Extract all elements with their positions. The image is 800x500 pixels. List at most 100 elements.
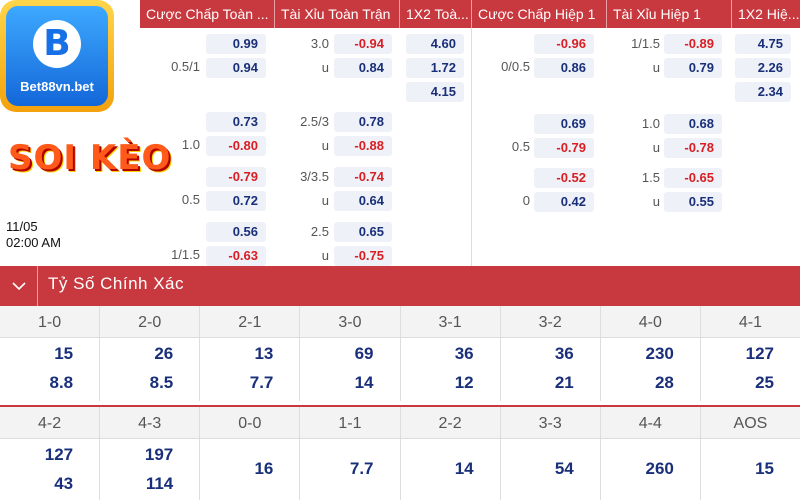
score-odd[interactable]: 14: [454, 459, 474, 478]
odd-button[interactable]: 0.99: [206, 34, 266, 54]
score-odd[interactable]: 7.7: [349, 459, 374, 478]
score-odd[interactable]: 16: [254, 459, 274, 478]
odd-button[interactable]: -0.89: [664, 34, 722, 54]
score-odd[interactable]: 43: [54, 474, 74, 493]
odd-button[interactable]: -0.74: [334, 167, 392, 187]
odd-button[interactable]: -0.52: [534, 168, 594, 188]
header-overunder-half[interactable]: Tài Xỉu Hiệp 1: [607, 0, 732, 28]
score-odd[interactable]: 230: [645, 344, 674, 363]
odd-button[interactable]: 0.79: [664, 58, 722, 78]
match-hour: 02:00 AM: [6, 235, 61, 250]
header-handicap-half[interactable]: Cược Chấp Hiệp 1: [472, 0, 607, 28]
under-label: u: [321, 193, 329, 208]
score-odd[interactable]: 114: [145, 474, 174, 493]
odd-button[interactable]: 0.64: [334, 191, 392, 211]
score-cell[interactable]: 1-1 7.7: [300, 407, 401, 500]
odd-button[interactable]: 0.55: [664, 192, 722, 212]
score-cell[interactable]: 0-0 16: [200, 407, 301, 500]
score-label: 3-0: [300, 306, 400, 338]
odd-button[interactable]: -0.79: [534, 138, 594, 158]
odd-button[interactable]: -0.94: [334, 34, 392, 54]
score-cell[interactable]: AOS 15: [700, 407, 800, 500]
score-cell[interactable]: 2-2 14: [400, 407, 501, 500]
odd-button[interactable]: 0.94: [206, 58, 266, 78]
score-cell[interactable]: 4-3 197 114: [100, 407, 201, 500]
odd-button[interactable]: 0.84: [334, 58, 392, 78]
correct-score-title: Tỷ Số Chính Xác: [48, 274, 185, 293]
score-cell[interactable]: 1-0 15 8.8: [0, 306, 101, 401]
score-cell[interactable]: 3-1 36 12: [400, 306, 501, 401]
odd-button[interactable]: 0.69: [534, 114, 594, 134]
score-odd[interactable]: 8.5: [149, 373, 174, 392]
odd-button[interactable]: -0.78: [664, 138, 722, 158]
score-odd[interactable]: 15: [755, 459, 774, 478]
odd-button[interactable]: -0.88: [334, 136, 392, 156]
score-cell[interactable]: 4-0 230 28: [600, 306, 701, 401]
odd-button[interactable]: -0.79: [206, 167, 266, 187]
score-cell[interactable]: 4-1 127 25: [700, 306, 800, 401]
score-cell[interactable]: 3-0 69 14: [300, 306, 401, 401]
odd-button[interactable]: 0.86: [534, 58, 594, 78]
score-odd[interactable]: 8.8: [49, 373, 74, 392]
header-handicap-full[interactable]: Cược Chấp Toàn ...: [140, 0, 275, 28]
score-odd[interactable]: 14: [354, 373, 374, 392]
score-odd[interactable]: 28: [654, 373, 674, 392]
odd-button[interactable]: 4.60: [406, 34, 464, 54]
total-line: 1/1.5: [631, 36, 660, 51]
score-odd[interactable]: 21: [554, 373, 574, 392]
chevron-down-icon[interactable]: [0, 266, 38, 306]
score-odd[interactable]: 25: [755, 373, 774, 392]
score-odd[interactable]: 127: [44, 445, 74, 464]
odd-button[interactable]: 0.42: [534, 192, 594, 212]
header-1x2-full[interactable]: 1X2 Toà...: [400, 0, 472, 28]
score-label: 3-3: [500, 407, 600, 439]
score-label: 3-1: [400, 306, 500, 338]
odd-button[interactable]: -0.75: [334, 246, 392, 266]
score-odd[interactable]: 7.7: [249, 373, 274, 392]
odd-button[interactable]: 1.72: [406, 58, 464, 78]
total-line: 2.5/3: [300, 114, 329, 129]
score-odd[interactable]: 127: [745, 344, 774, 363]
logo-b-icon: B: [33, 20, 81, 68]
score-odd[interactable]: 69: [354, 344, 374, 363]
odd-button[interactable]: 0.56: [206, 222, 266, 242]
correct-score-header[interactable]: Tỷ Số Chính Xác: [0, 266, 800, 306]
odd-button[interactable]: 4.75: [735, 34, 791, 54]
score-odd[interactable]: 26: [154, 344, 174, 363]
odd-button[interactable]: -0.65: [664, 168, 722, 188]
odd-button[interactable]: -0.96: [534, 34, 594, 54]
score-cell[interactable]: 4-4 260: [600, 407, 701, 500]
score-odd[interactable]: 12: [454, 373, 474, 392]
odd-button[interactable]: -0.80: [206, 136, 266, 156]
score-odd[interactable]: 15: [54, 344, 74, 363]
score-cell[interactable]: 3-3 54: [500, 407, 601, 500]
handicap-line: 0.5: [181, 192, 200, 207]
score-odd[interactable]: 260: [645, 459, 674, 478]
odd-button[interactable]: 0.65: [334, 222, 392, 242]
score-label: 0-0: [200, 407, 300, 439]
odd-button[interactable]: 2.26: [735, 58, 791, 78]
odd-button[interactable]: 4.15: [406, 82, 464, 102]
score-cell[interactable]: 4-2 127 43: [0, 407, 101, 500]
score-odd[interactable]: 36: [454, 344, 474, 363]
score-cell[interactable]: 2-0 26 8.5: [100, 306, 201, 401]
odd-button[interactable]: 0.68: [664, 114, 722, 134]
under-label: u: [321, 138, 329, 153]
header-overunder-full[interactable]: Tài Xỉu Toàn Trận: [275, 0, 400, 28]
score-cell[interactable]: 3-2 36 21: [500, 306, 601, 401]
odd-button[interactable]: 0.72: [206, 191, 266, 211]
score-label: AOS: [700, 407, 800, 439]
score-odd[interactable]: 36: [554, 344, 574, 363]
under-label: u: [321, 248, 329, 263]
odd-button[interactable]: 2.34: [735, 82, 791, 102]
score-cell[interactable]: 2-1 13 7.7: [200, 306, 301, 401]
score-odd[interactable]: 54: [554, 459, 574, 478]
score-odd[interactable]: 13: [254, 344, 274, 363]
odd-button[interactable]: 0.73: [206, 112, 266, 132]
header-1x2-half[interactable]: 1X2 Hiệ...: [732, 0, 800, 28]
score-label: 3-2: [500, 306, 600, 338]
score-odd[interactable]: 197: [144, 445, 174, 464]
odd-button[interactable]: 0.78: [334, 112, 392, 132]
handicap-line: 0: [522, 193, 530, 208]
odd-button[interactable]: -0.63: [206, 246, 266, 266]
